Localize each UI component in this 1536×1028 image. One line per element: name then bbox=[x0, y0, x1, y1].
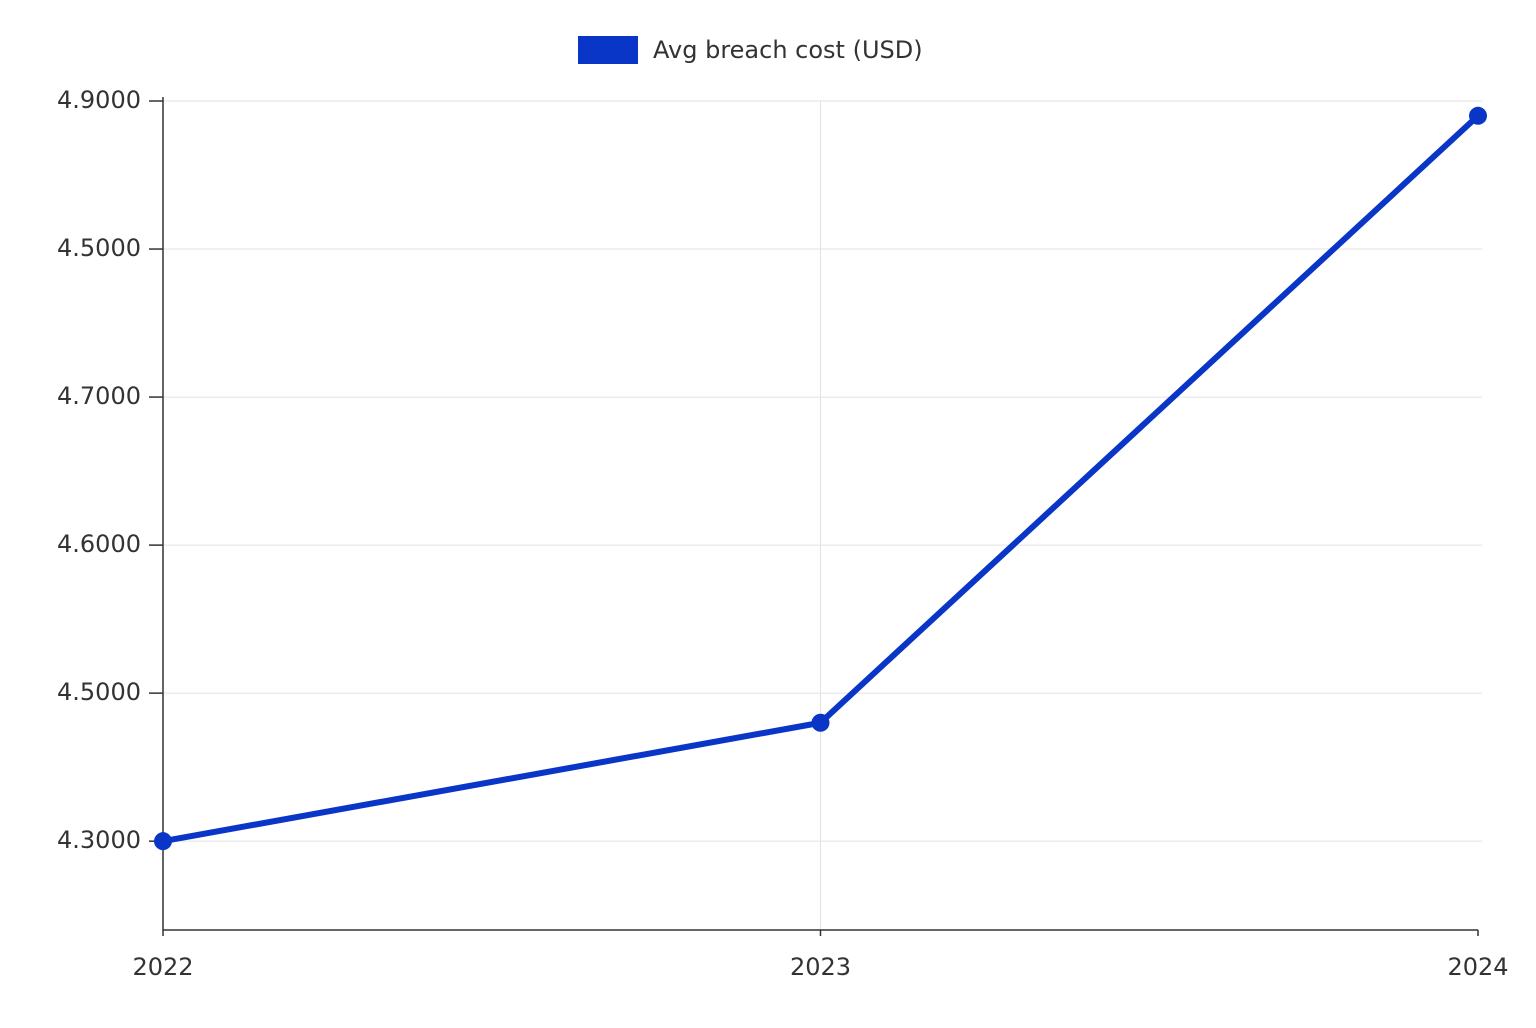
point bbox=[154, 832, 172, 851]
y-tick-label: 4.5000 bbox=[57, 678, 141, 706]
y-tick-label: 4.6000 bbox=[57, 530, 141, 558]
y-tick-label: 4.3000 bbox=[57, 826, 141, 854]
legend-swatch bbox=[578, 36, 638, 64]
y-tick-label: 4.5000 bbox=[57, 234, 141, 262]
x-tick-label: 2023 bbox=[790, 953, 851, 981]
y-tick-label: 4.9000 bbox=[57, 86, 141, 114]
y-tick-label: 4.7000 bbox=[57, 382, 141, 410]
point bbox=[1469, 106, 1487, 125]
x-tick-label: 2022 bbox=[132, 953, 193, 981]
legend-label: Avg breach cost (USD) bbox=[653, 36, 923, 64]
point bbox=[811, 713, 830, 732]
x-tick-label: 2024 bbox=[1447, 953, 1508, 981]
